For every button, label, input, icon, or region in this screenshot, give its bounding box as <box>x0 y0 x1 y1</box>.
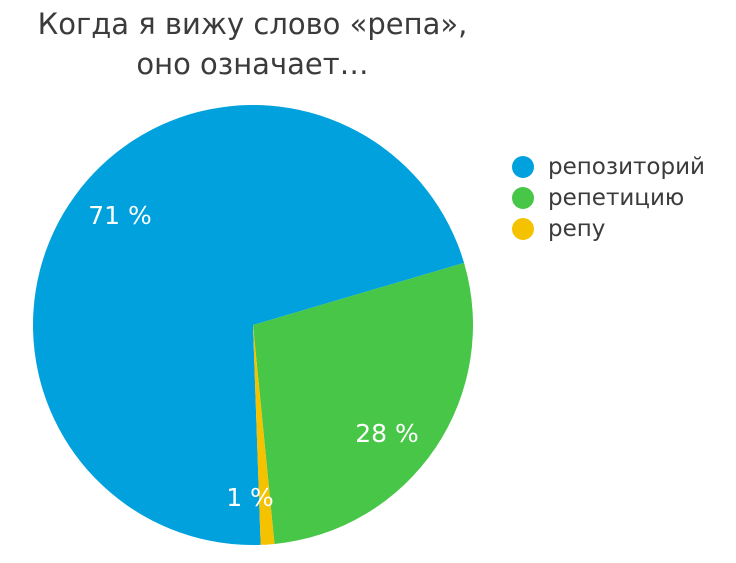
legend-label-repository: репозиторий <box>548 153 706 180</box>
legend-item-repository: репозиторий <box>512 151 705 182</box>
chart-title-line-2: оно означает… <box>136 47 369 81</box>
legend-swatch-repository <box>512 155 534 178</box>
data-label-turnip: 1 % <box>226 483 274 512</box>
legend-swatch-turnip <box>512 217 534 240</box>
legend-item-rehearsal: репетицию <box>512 182 705 213</box>
data-label-repository: 71 % <box>88 201 152 230</box>
chart-title-line-1: Когда я вижу слово «репа», <box>37 7 468 41</box>
legend-swatch-rehearsal <box>512 186 534 209</box>
legend: репозиторий репетицию репу <box>512 151 705 244</box>
pie-slice-repository <box>33 105 465 546</box>
legend-item-turnip: репу <box>512 213 705 244</box>
pie-slices <box>33 105 474 546</box>
data-label-rehearsal: 28 % <box>355 419 419 448</box>
pie-data-labels: 71 % 28 % 1 % <box>88 201 419 512</box>
pie-slice-turnip <box>253 325 275 545</box>
legend-label-rehearsal: репетицию <box>548 184 685 211</box>
legend-label-turnip: репу <box>548 215 606 242</box>
chart-title: Когда я вижу слово «репа», оно означает… <box>0 4 505 84</box>
pie-slice-rehearsal <box>253 262 474 544</box>
